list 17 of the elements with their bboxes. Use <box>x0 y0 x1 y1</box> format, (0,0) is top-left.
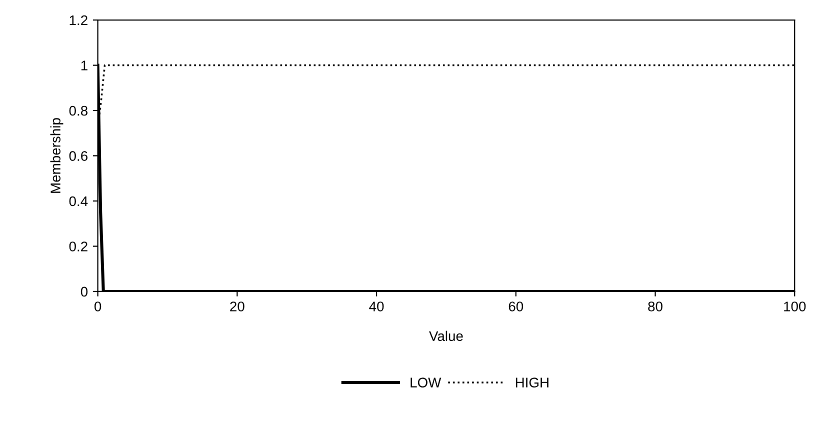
legend-label: LOW <box>410 378 442 388</box>
y-tick-label: 0.8 <box>69 106 88 116</box>
y-axis-title: Membership <box>50 118 64 193</box>
x-tick-label: 60 <box>508 302 524 312</box>
y-tick-label: 0 <box>80 286 88 297</box>
x-tick-label: 0 <box>94 302 102 312</box>
x-axis-title: Value <box>429 330 463 342</box>
x-tick-label: 40 <box>369 302 384 312</box>
x-tick-label: 100 <box>784 302 806 312</box>
x-tick-label: 80 <box>648 302 662 312</box>
y-tick-label: 1.2 <box>70 15 88 26</box>
y-tick-label: 0.2 <box>69 242 88 252</box>
y-tick-label: 1 <box>81 60 88 70</box>
y-tick-label: 0.6 <box>69 151 88 161</box>
legend-label: HIGH <box>516 378 548 388</box>
x-tick-label: 20 <box>230 302 244 312</box>
y-tick-label: 0.4 <box>69 196 88 206</box>
